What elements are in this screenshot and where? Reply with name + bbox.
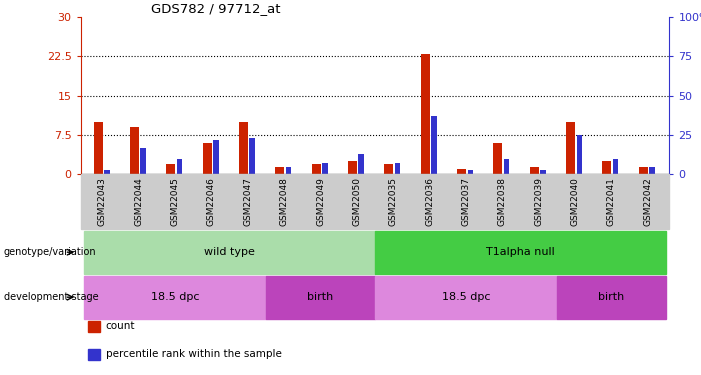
Bar <box>457 169 466 174</box>
Bar <box>286 166 291 174</box>
Text: birth: birth <box>598 292 625 302</box>
Text: percentile rank within the sample: percentile rank within the sample <box>106 350 282 359</box>
Bar <box>93 122 102 174</box>
Text: GSM22035: GSM22035 <box>389 177 397 226</box>
Text: GSM22048: GSM22048 <box>280 177 289 226</box>
Text: GSM22040: GSM22040 <box>571 177 580 226</box>
Bar <box>348 161 357 174</box>
Bar <box>494 143 503 174</box>
Bar <box>104 170 109 174</box>
Bar <box>130 127 139 174</box>
Text: GSM22037: GSM22037 <box>461 177 470 226</box>
Text: 18.5 dpc: 18.5 dpc <box>151 292 199 302</box>
Text: wild type: wild type <box>204 247 255 257</box>
Bar <box>577 135 582 174</box>
Text: GSM22036: GSM22036 <box>425 177 434 226</box>
Text: 18.5 dpc: 18.5 dpc <box>442 292 490 302</box>
Bar <box>203 143 212 174</box>
Bar <box>602 161 611 174</box>
Bar <box>384 164 393 174</box>
Bar <box>140 148 146 174</box>
Text: T1alpha null: T1alpha null <box>486 247 554 257</box>
Bar <box>239 122 248 174</box>
Text: GSM22042: GSM22042 <box>643 177 652 226</box>
Bar <box>649 166 655 174</box>
Bar <box>613 159 618 174</box>
Text: GSM22049: GSM22049 <box>316 177 325 226</box>
Bar <box>639 166 648 174</box>
Bar <box>566 122 575 174</box>
Text: GSM22045: GSM22045 <box>170 177 179 226</box>
Text: GDS782 / 97712_at: GDS782 / 97712_at <box>151 2 280 15</box>
Text: birth: birth <box>307 292 334 302</box>
Text: GSM22043: GSM22043 <box>98 177 107 226</box>
Bar <box>322 164 327 174</box>
Bar <box>395 164 400 174</box>
Bar <box>213 140 219 174</box>
Bar <box>166 164 175 174</box>
Text: genotype/variation: genotype/variation <box>4 247 96 257</box>
Bar <box>275 166 285 174</box>
Bar <box>421 54 430 174</box>
Text: development stage: development stage <box>4 292 98 302</box>
Text: count: count <box>106 321 135 331</box>
Bar <box>530 166 539 174</box>
Text: GSM22050: GSM22050 <box>353 177 361 226</box>
Bar <box>468 170 473 174</box>
Text: GSM22047: GSM22047 <box>243 177 252 226</box>
Bar <box>431 116 437 174</box>
Bar <box>177 159 182 174</box>
Text: GSM22044: GSM22044 <box>135 177 143 226</box>
Bar <box>250 138 255 174</box>
Bar <box>358 154 364 174</box>
Bar <box>540 170 545 174</box>
Text: GSM22041: GSM22041 <box>607 177 615 226</box>
Text: GSM22046: GSM22046 <box>207 177 216 226</box>
Bar <box>504 159 510 174</box>
Text: GSM22039: GSM22039 <box>534 177 543 226</box>
Bar <box>312 164 320 174</box>
Text: GSM22038: GSM22038 <box>498 177 507 226</box>
